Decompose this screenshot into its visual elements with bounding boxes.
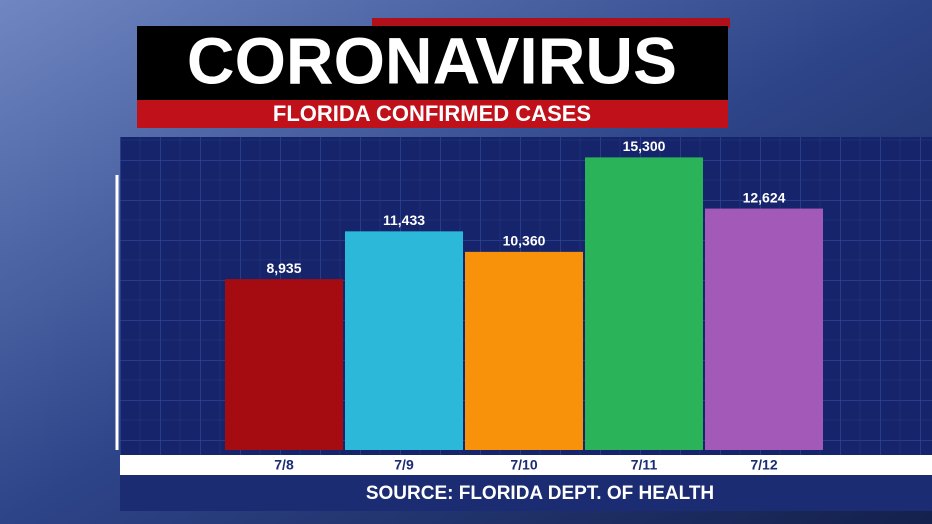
x-tick-label: 7/8 bbox=[274, 457, 294, 473]
value-label: 10,360 bbox=[503, 233, 546, 249]
title-box bbox=[137, 26, 728, 102]
value-label: 15,300 bbox=[623, 138, 666, 154]
x-tick-label: 7/11 bbox=[631, 457, 658, 473]
source-bar bbox=[120, 475, 932, 511]
category-strip bbox=[120, 455, 932, 475]
value-label: 11,433 bbox=[383, 212, 425, 228]
bar bbox=[585, 157, 703, 450]
x-tick-label: 7/10 bbox=[510, 457, 537, 473]
subtitle-box bbox=[137, 100, 728, 128]
bar bbox=[465, 251, 583, 450]
bar bbox=[225, 279, 343, 450]
chart-title: CORONAVIRUS bbox=[187, 23, 677, 97]
title-accent bbox=[372, 18, 730, 28]
value-label: 12,624 bbox=[743, 189, 786, 205]
bar bbox=[705, 208, 823, 450]
x-tick-label: 7/12 bbox=[750, 457, 777, 473]
source: SOURCE: FLORIDA DEPT. OF HEALTH bbox=[366, 483, 714, 504]
bar bbox=[345, 231, 463, 450]
value-label: 8,935 bbox=[266, 260, 301, 276]
x-tick-label: 7/9 bbox=[394, 457, 414, 473]
chart-subtitle: FLORIDA CONFIRMED CASES bbox=[273, 101, 591, 126]
